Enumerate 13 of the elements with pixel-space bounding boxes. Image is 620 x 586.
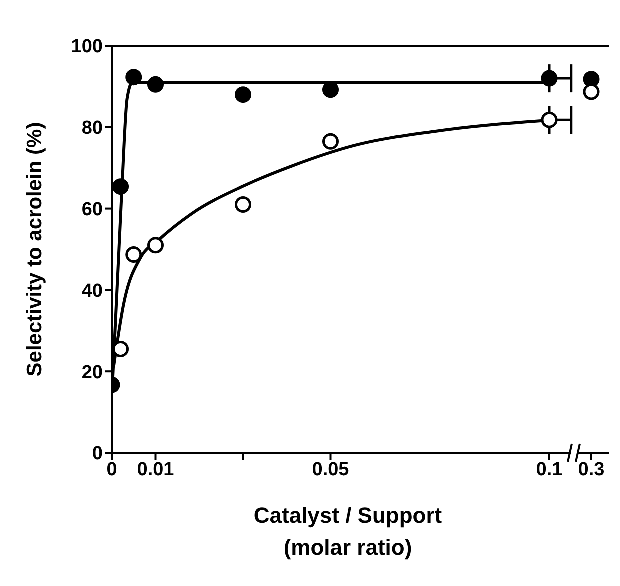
y-tick-label: 80 — [82, 118, 103, 140]
y-tick-label: 0 — [92, 444, 103, 465]
x-tick-label: 0 — [106, 459, 118, 480]
y-tick-label: 20 — [82, 362, 103, 384]
y-axis-title: Selectivity to acrolein (%) — [23, 122, 46, 377]
x-tick-label: 0.1 — [536, 459, 564, 480]
y-tick-label: 40 — [82, 280, 103, 302]
y-tick-label: 100 — [71, 36, 103, 58]
x-tick-label: 0.01 — [137, 459, 175, 480]
x-tick-label: 0.05 — [312, 459, 350, 480]
x-axis-title: Catalyst / Support (molar ratio) — [252, 502, 444, 562]
y-tick-label: 60 — [82, 200, 103, 221]
x-tick-label: 0.3 — [578, 459, 605, 480]
